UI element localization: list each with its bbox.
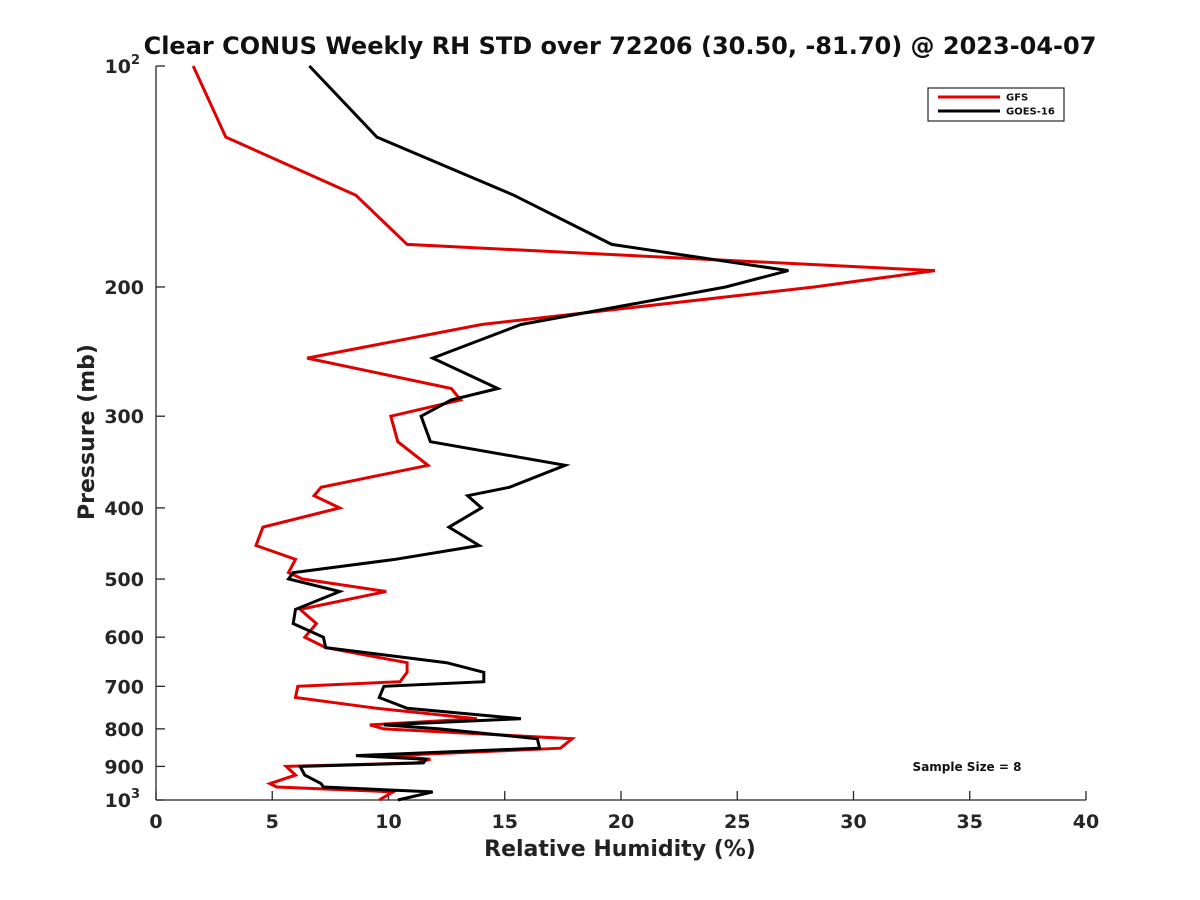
- y-axis: 102 200 300 400 500 600 700 800 900 103: [104, 53, 165, 812]
- y-tick-label: 300: [104, 406, 144, 428]
- y-tick-label: 102: [105, 53, 141, 78]
- x-tick-label: 0: [149, 811, 162, 833]
- y-tick-exponent: 2: [131, 53, 140, 68]
- series-line-gfs: [191, 65, 936, 802]
- chart-title: Clear CONUS Weekly RH STD over 72206 (30…: [144, 32, 1097, 60]
- plot-area: [155, 66, 1086, 801]
- x-tick-label: 20: [608, 811, 634, 833]
- y-tick-label: 600: [104, 627, 144, 649]
- x-tick-label: 10: [375, 811, 401, 833]
- y-tick-label: 400: [104, 498, 144, 520]
- y-axis-label: Pressure (mb): [75, 344, 100, 520]
- x-tick-label: 30: [840, 811, 866, 833]
- y-tick-label: 800: [104, 719, 144, 741]
- series-layer: [191, 64, 936, 802]
- sample-size-annotation: Sample Size = 8: [913, 760, 1022, 774]
- y-tick-label: 700: [104, 676, 144, 698]
- x-tick-label: 35: [957, 811, 983, 833]
- series-line-goes-16: [285, 64, 789, 802]
- y-tick-label: 103: [105, 787, 141, 812]
- x-tick-label: 40: [1073, 811, 1099, 833]
- y-tick-label: 900: [104, 756, 144, 778]
- x-tick-label: 25: [724, 811, 750, 833]
- legend: GFS GOES-16: [927, 87, 1065, 122]
- legend-label: GFS: [1006, 93, 1028, 104]
- legend-box: [927, 87, 1065, 122]
- x-axis-label: Relative Humidity (%): [484, 837, 756, 862]
- y-tick-label: 500: [104, 569, 144, 591]
- x-axis: 0 5 10 15 20 25 30 35 40: [149, 791, 1099, 833]
- x-tick-label: 5: [266, 811, 279, 833]
- y-tick-exponent: 3: [131, 787, 140, 802]
- legend-label: GOES-16: [1006, 107, 1055, 118]
- x-tick-label: 15: [492, 811, 518, 833]
- y-tick-label: 200: [104, 277, 144, 299]
